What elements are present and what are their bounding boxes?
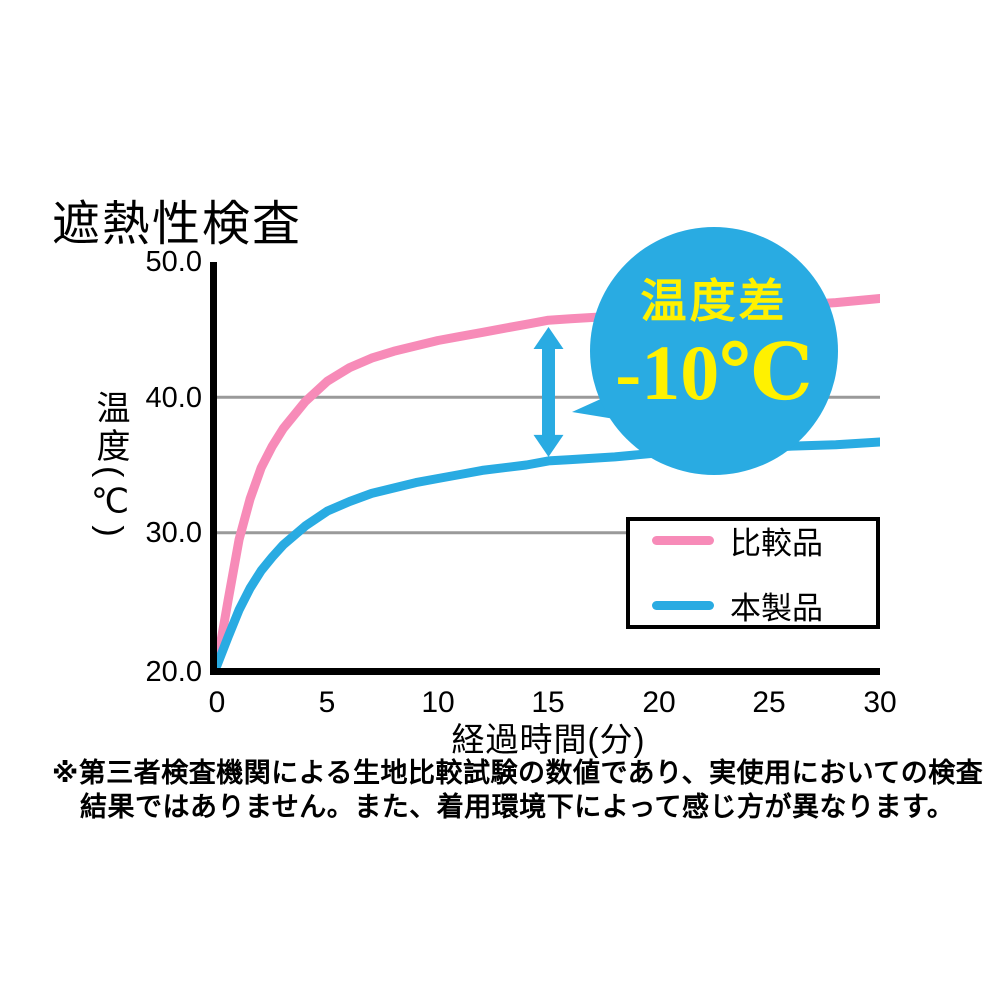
y-tick-label: 50.0 <box>145 246 202 278</box>
legend-label: 本製品 <box>730 591 823 626</box>
x-axis-title: 経過時間(分) <box>451 721 646 758</box>
legend-item: 比較品 <box>652 518 876 563</box>
x-tick-label: 25 <box>752 686 786 719</box>
footnote-line-1: ※第三者検査機関による生地比較試験の数値であり、実使用においての検査 <box>52 758 984 788</box>
y-tick-label: 30.0 <box>145 517 202 549</box>
y-tick-label: 20.0 <box>145 656 202 688</box>
x-tick-label: 10 <box>421 686 455 719</box>
legend-swatch-pink <box>652 536 714 545</box>
x-tick-label: 0 <box>208 686 226 719</box>
x-tick-label: 15 <box>531 686 565 719</box>
y-axis-title: 温度(℃) <box>91 390 129 541</box>
legend-label: 比較品 <box>730 526 823 561</box>
footnote-line-2: 結果ではありません。また、着用環境下によって感じ方が異なります。 <box>80 792 955 822</box>
y-tick-label: 40.0 <box>145 382 202 414</box>
x-tick-label: 20 <box>642 686 676 719</box>
x-tick-label: 30 <box>863 686 897 719</box>
chart-title: 遮熱性検査 <box>52 198 303 251</box>
x-tick-label: 5 <box>318 686 336 719</box>
legend-swatch-blue <box>652 601 714 610</box>
legend-box: 比較品 本製品 <box>626 517 880 629</box>
arrowhead-up <box>533 326 564 349</box>
arrowhead-down <box>533 434 564 457</box>
legend-item: 本製品 <box>652 583 876 628</box>
temp-diff-value: -10℃ <box>615 329 813 416</box>
temp-diff-badge: 温度差 -10℃ <box>590 227 838 475</box>
temp-diff-label: 温度差 <box>640 275 788 327</box>
